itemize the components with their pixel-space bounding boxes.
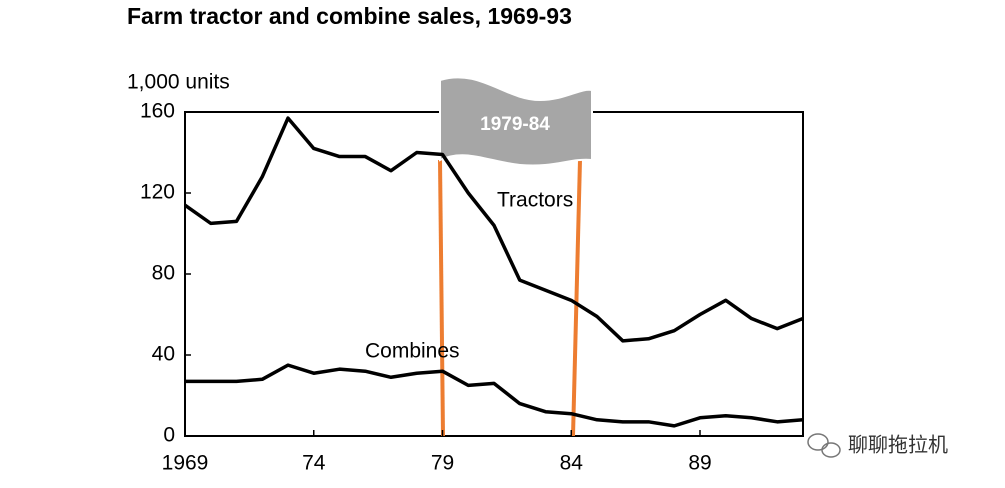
y-tick-label: 120: [140, 181, 175, 204]
y-tick-label: 160: [140, 100, 175, 123]
flag-label: 1979-84: [480, 114, 550, 135]
series-line: [185, 363, 804, 428]
series-label: Tractors: [497, 189, 573, 212]
watermark-icon: [807, 433, 841, 458]
period-line: [571, 159, 582, 437]
chart-title: Farm tractor and combine sales, 1969-93: [127, 3, 572, 29]
series-label: Combines: [365, 340, 460, 363]
y-axis-label: 1,000 units: [127, 71, 230, 94]
flag: [439, 76, 593, 167]
x-tick-label: 89: [688, 452, 711, 475]
x-tick-label: 1969: [162, 452, 209, 475]
y-tick-label: 40: [152, 343, 175, 366]
x-tick-label: 79: [431, 452, 454, 475]
watermark: 聊聊拖拉机: [848, 433, 948, 456]
x-tick-label: 84: [560, 452, 584, 475]
y-tick-label: 0: [163, 424, 175, 447]
y-tick-label: 80: [152, 262, 175, 285]
series-line: [183, 116, 804, 343]
period-line: [438, 159, 445, 437]
x-tick-label: 74: [302, 452, 326, 475]
